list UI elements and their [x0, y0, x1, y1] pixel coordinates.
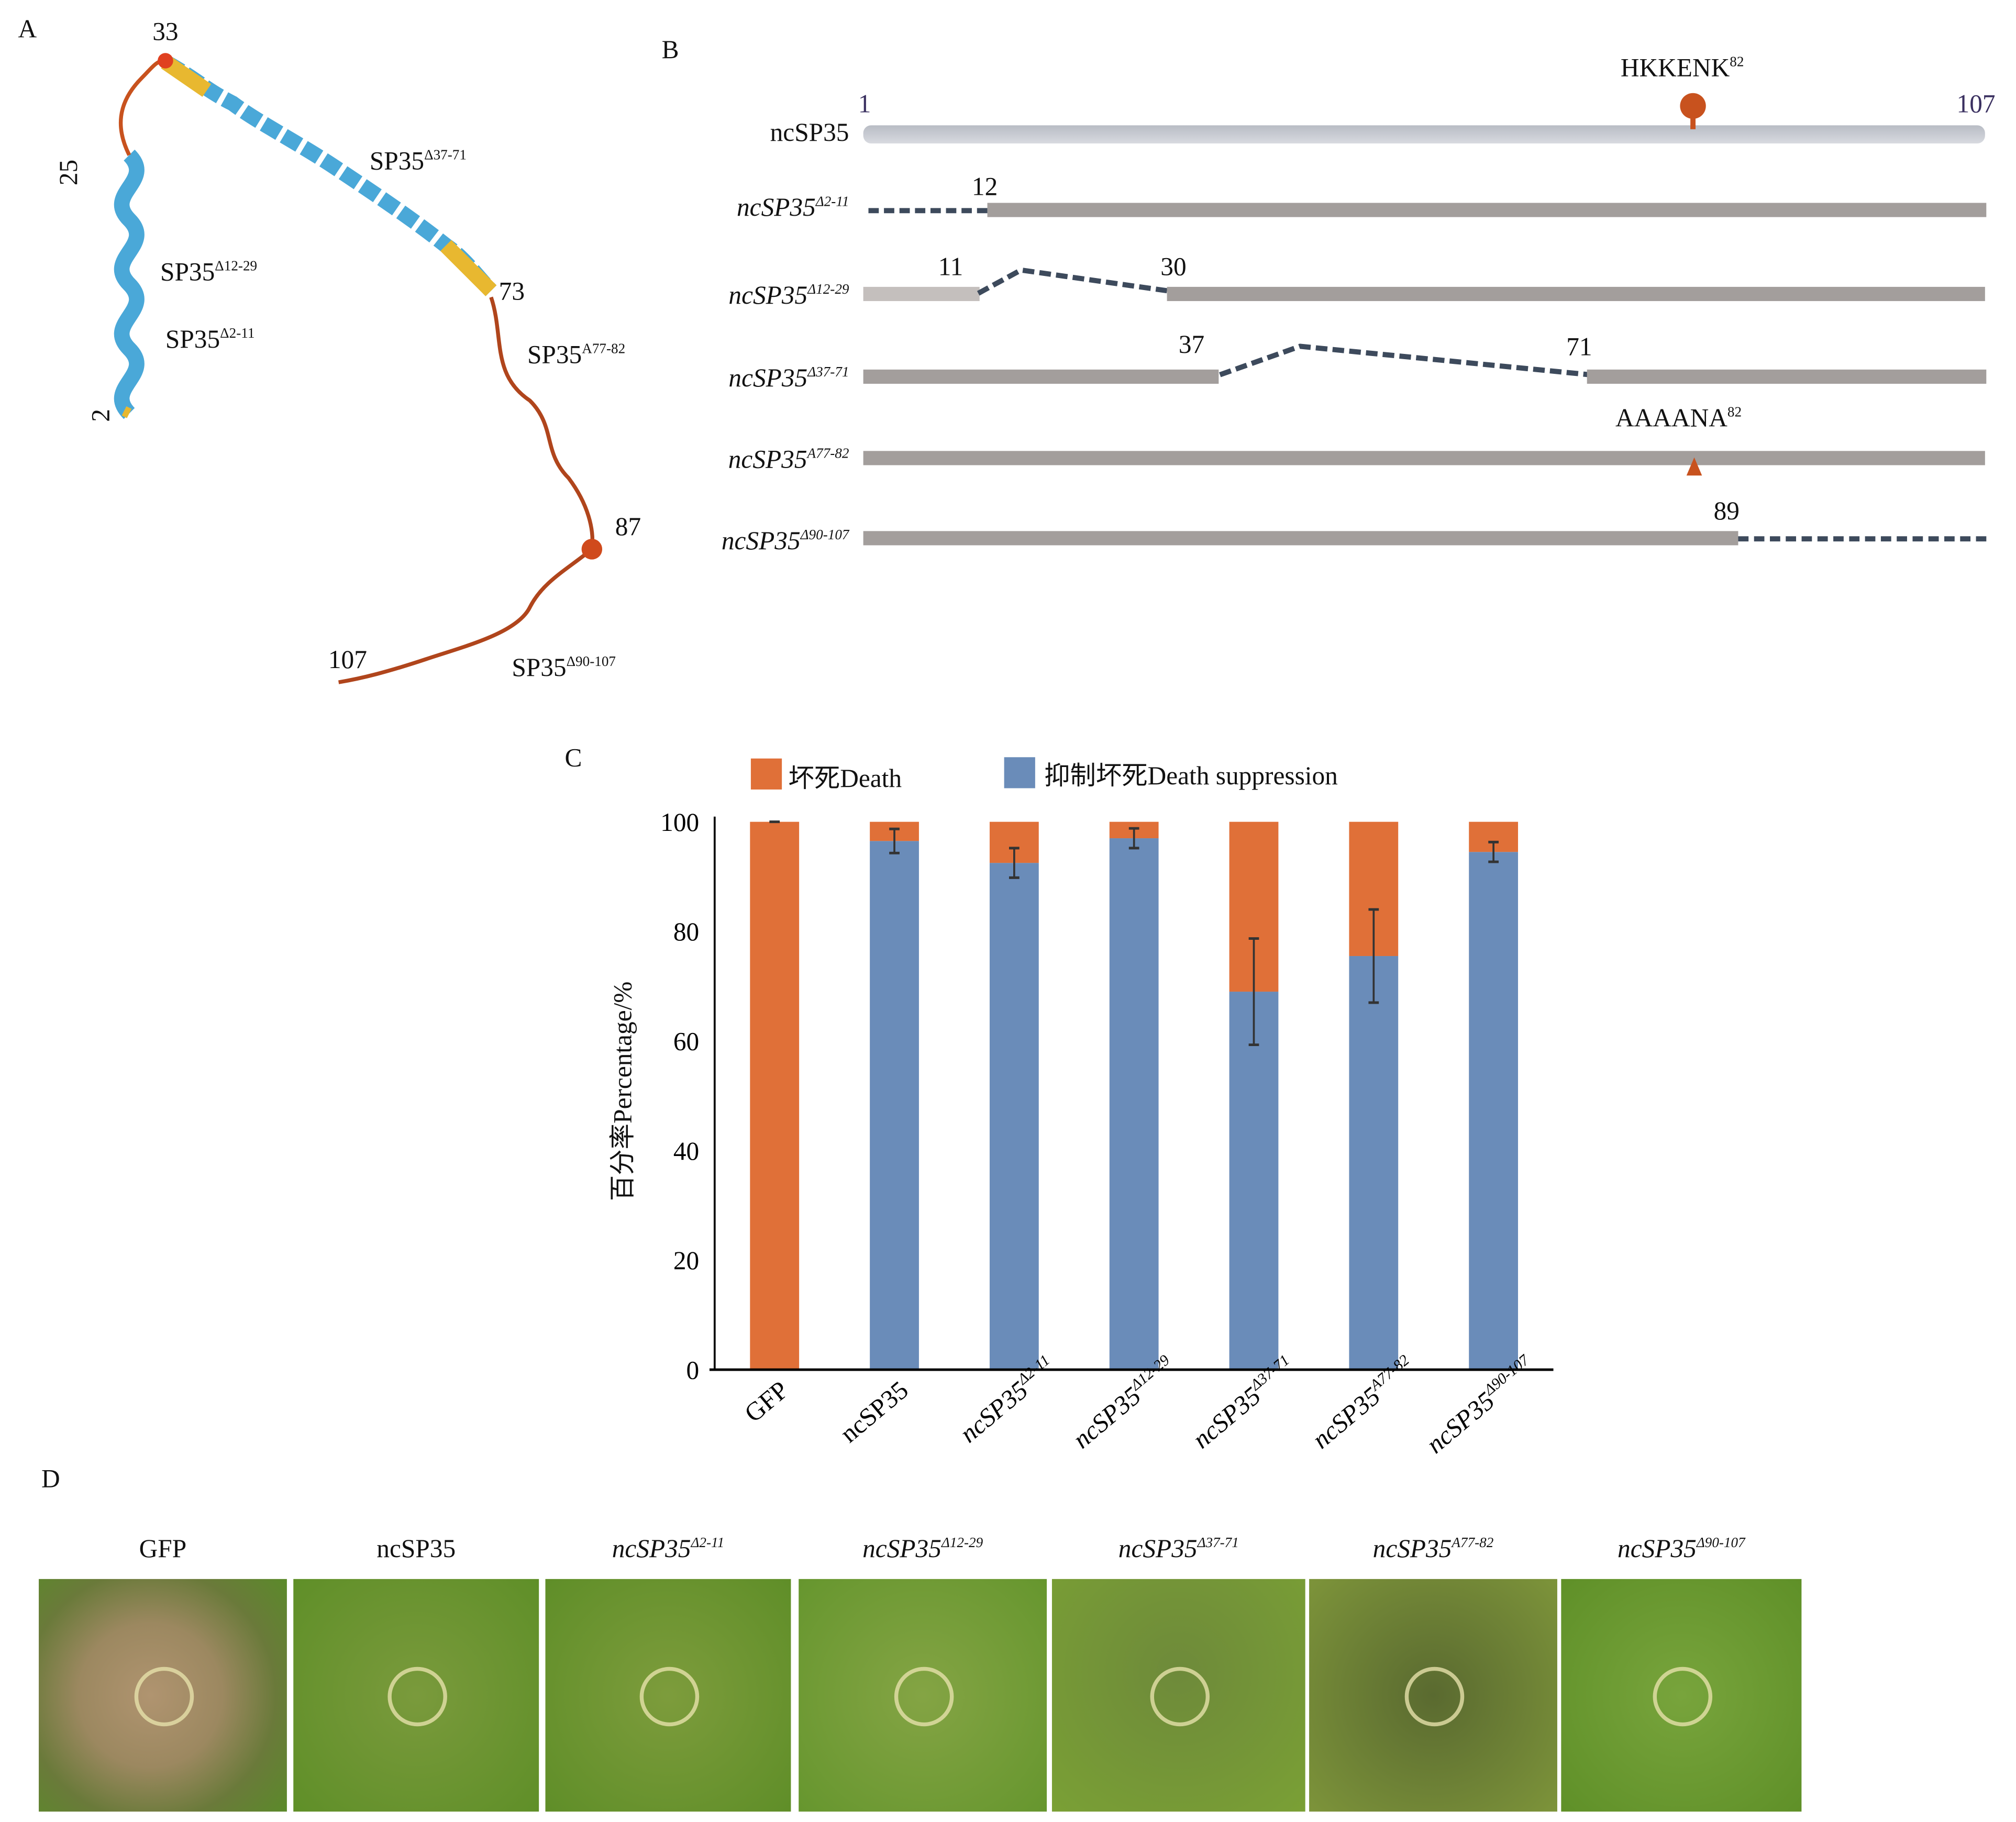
bar-segment [1349, 956, 1399, 1370]
x-tick-label: ncSP35 [835, 1375, 914, 1448]
y-tick-label: 60 [673, 1027, 699, 1056]
position-label: 37 [1178, 330, 1205, 360]
row-label: ncSP35Δ37-71 [728, 364, 849, 393]
row-label: ncSP35Δ90-107 [721, 527, 849, 556]
panel-label-d: D [41, 1465, 60, 1494]
leaf-photo [799, 1579, 1047, 1812]
residue-label: 107 [328, 646, 367, 675]
legend-swatch-suppression [1004, 757, 1035, 788]
region-label: SP35Δ12-29 [160, 258, 258, 287]
photo-label: GFP [139, 1535, 187, 1564]
position-label: 12 [971, 173, 998, 202]
residue-label: 87 [615, 513, 641, 542]
photo-label: ncSP35Δ90-107 [1618, 1535, 1745, 1564]
region-label: SP35Δ37-71 [369, 147, 467, 176]
photo-label: ncSP35Δ2-11 [612, 1535, 725, 1564]
y-tick-label: 100 [660, 808, 699, 837]
y-tick-label: 20 [673, 1246, 699, 1275]
panel-label-a: A [18, 15, 37, 44]
legend-swatch-death [750, 758, 782, 790]
infiltration-spot [1404, 1667, 1465, 1727]
residue-label: 33 [152, 18, 179, 47]
row-label: ncSP35A77-82 [728, 446, 849, 474]
infiltration-spot [387, 1667, 447, 1727]
panel-label-c: C [564, 744, 582, 773]
track [863, 286, 980, 302]
photo-label: ncSP35A77-82 [1372, 1535, 1494, 1564]
mutation-marker-icon [1686, 457, 1702, 476]
position-label: 89 [1713, 497, 1740, 526]
protein-structure-ribbon [114, 53, 603, 684]
track [1587, 369, 1987, 384]
residue-87-marker [581, 539, 603, 560]
infiltration-spot [894, 1667, 954, 1727]
wildtype-track [863, 125, 1985, 143]
leaf-photo [293, 1579, 539, 1812]
x-tick-label: GFP [739, 1375, 794, 1428]
track [987, 203, 1987, 217]
bar-segment [750, 821, 800, 1370]
residue-label: 73 [499, 277, 525, 306]
motif-marker-stem [1690, 114, 1696, 129]
residue-33-marker [158, 53, 173, 69]
track [1167, 286, 1985, 302]
leaf-photo [545, 1579, 791, 1812]
track [863, 531, 1738, 546]
bar-segment [1229, 992, 1279, 1370]
mutant-motif-label: AAAANA82 [1615, 404, 1742, 433]
leaf-photo [39, 1579, 287, 1812]
motif-label: HKKENK82 [1620, 54, 1744, 83]
photo-label: ncSP35Δ37-71 [1118, 1535, 1239, 1564]
bar-segment [870, 841, 919, 1370]
y-tick-label: 0 [686, 1356, 700, 1384]
track [863, 369, 1219, 384]
photo-label: ncSP35 [376, 1535, 456, 1564]
y-tick-label: 80 [673, 917, 699, 946]
infiltration-spot [1653, 1667, 1713, 1727]
infiltration-spot [134, 1667, 194, 1727]
deletion-line [1738, 536, 1987, 542]
deletion-line [868, 208, 988, 214]
y-tick-label: 40 [673, 1137, 699, 1165]
leaf-photo [1051, 1579, 1305, 1812]
row-label: ncSP35 [770, 119, 849, 148]
start-residue: 1 [858, 90, 871, 119]
position-label: 11 [938, 253, 963, 282]
legend-label-suppression: 抑制坏死Death suppression [1044, 762, 1338, 791]
region-label: SP35Δ90-107 [512, 653, 616, 683]
row-label: ncSP35Δ2-11 [736, 194, 849, 223]
bar-segment [1109, 838, 1159, 1370]
deletion-line [1219, 343, 1590, 377]
region-label: SP35A77-82 [527, 341, 626, 370]
bar-segment [1469, 852, 1519, 1370]
infiltration-spot [1150, 1667, 1210, 1727]
position-label: 30 [1160, 253, 1187, 282]
end-residue: 107 [1956, 90, 1996, 119]
position-label: 71 [1566, 333, 1592, 362]
legend-label-death: 坏死Death [788, 765, 902, 794]
leaf-photo [1309, 1579, 1557, 1812]
leaf-photo [1561, 1579, 1802, 1812]
bar-segment [989, 863, 1039, 1370]
infiltration-spot [639, 1667, 700, 1727]
track [863, 451, 1985, 465]
row-label: ncSP35Δ12-29 [728, 282, 849, 310]
panel-label-b: B [661, 36, 679, 65]
region-label: SP35Δ2-11 [165, 325, 255, 354]
photo-label: ncSP35Δ12-29 [862, 1535, 983, 1564]
